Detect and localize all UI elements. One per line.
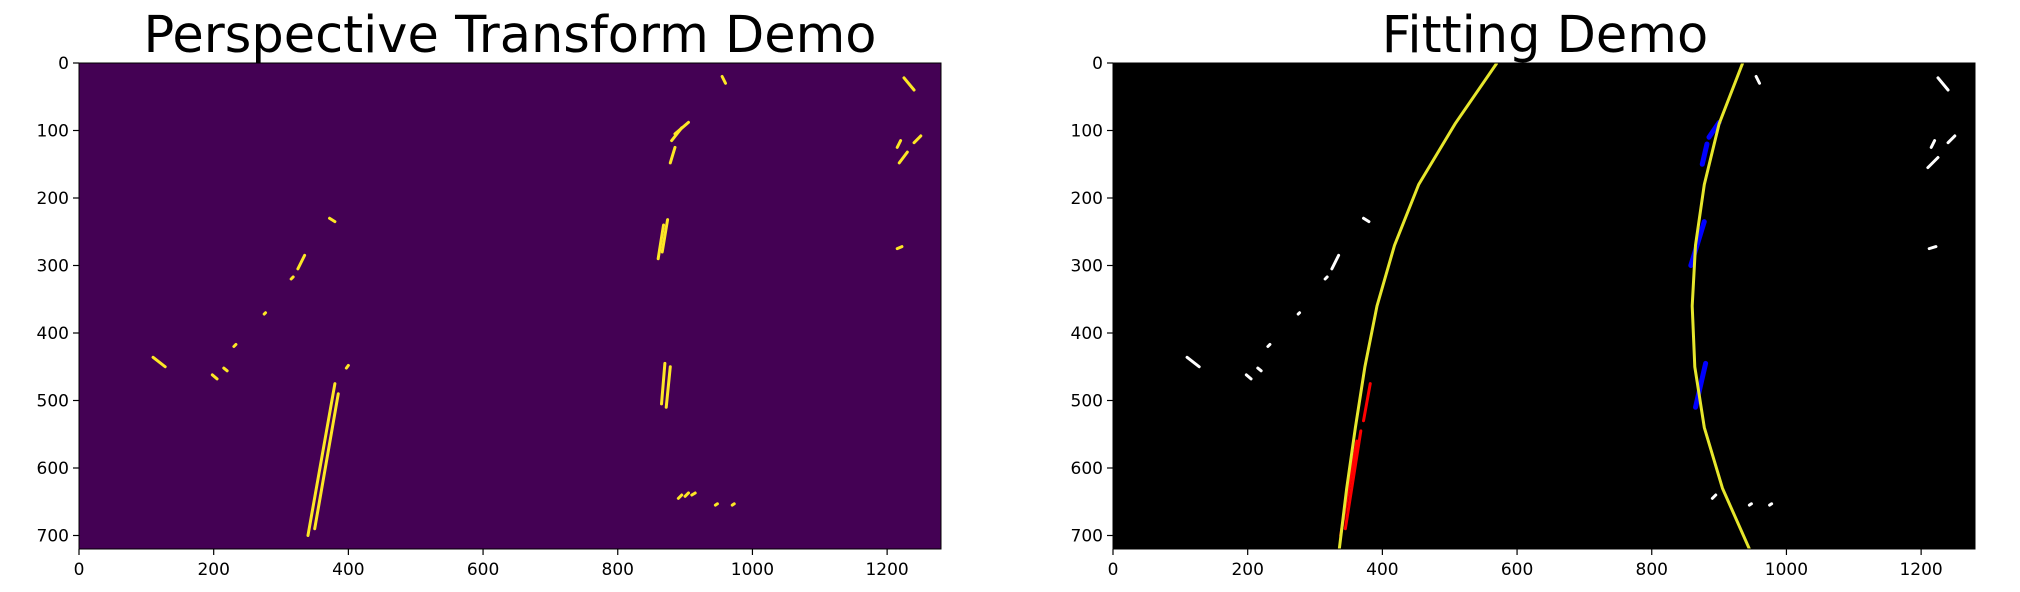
left-lane-pixel-streak <box>1343 429 1363 531</box>
white-pixel-streak <box>1747 502 1753 507</box>
y-tick-label: 500 <box>1071 392 1103 412</box>
lane-pixel-streak <box>895 245 904 251</box>
x-tick-label: 1000 <box>1765 560 1808 580</box>
x-tick-label: 800 <box>1636 560 1668 580</box>
y-tick-label: 600 <box>1071 459 1103 479</box>
lane-pixel-streak <box>670 126 684 143</box>
fitting-panel: Fitting Demo 0 200 400 600 800 1000 1200 0 100 20… <box>1071 6 1976 580</box>
y-tick-label: 0 <box>58 54 69 74</box>
x-tick-label: 0 <box>74 560 85 580</box>
left-chart-title: Perspective Transform Demo <box>143 6 876 65</box>
white-pixel-streak <box>1946 134 1957 145</box>
lane-pixel-streak <box>690 491 697 497</box>
x-tick-label: 800 <box>602 560 634 580</box>
x-tick-label: 600 <box>467 560 499 580</box>
right-lane-pixel-streak <box>1699 141 1710 167</box>
plot-frame <box>1112 62 1976 550</box>
white-pixel-streak <box>1296 311 1302 316</box>
x-tick-label: 1000 <box>731 560 774 580</box>
y-tick-label: 700 <box>37 527 69 547</box>
lane-pixel-streak <box>912 134 923 145</box>
lane-pixel-streak <box>306 382 337 537</box>
x-tick-label: 600 <box>1501 560 1533 580</box>
white-pixel-streak <box>1927 245 1938 251</box>
lane-pixel-streak <box>664 365 672 409</box>
white-pixel-streak <box>1185 355 1201 369</box>
y-tick-label: 400 <box>1071 324 1103 344</box>
y-tick-label: 300 <box>1071 257 1103 277</box>
lane-pixel-streak <box>720 75 727 85</box>
x-tick-label: 200 <box>1231 560 1263 580</box>
white-pixel-streak <box>1362 216 1371 224</box>
y-tick-label: 500 <box>37 392 69 412</box>
white-pixel-streak <box>1929 139 1937 149</box>
lane-pixel-streak <box>289 275 295 281</box>
y-tick-label: 100 <box>1071 122 1103 142</box>
lane-pixel-streak <box>902 76 916 92</box>
white-pixel-streak <box>1256 366 1263 373</box>
y-tick-label: 100 <box>37 122 69 142</box>
white-pixel-streak <box>1936 76 1950 92</box>
white-pixel-streak <box>1754 75 1761 85</box>
lane-pixel-streak <box>683 491 690 498</box>
white-pixel-streak <box>1330 253 1341 271</box>
right-lane-pixel-streak <box>1693 360 1709 410</box>
lane-pixel-streak <box>730 502 736 507</box>
lane-pixel-streak <box>262 311 268 316</box>
left-marks <box>151 75 923 537</box>
x-tick-label: 1200 <box>865 560 908 580</box>
lane-pixel-streak <box>296 253 307 271</box>
right-fit-line <box>1690 63 1751 549</box>
y-tick-label: 0 <box>1092 54 1103 74</box>
white-pixel-streak <box>1768 502 1774 507</box>
left-axis-ticks: 0 200 400 600 800 1000 1200 0 100 200 300 400 500 600… <box>37 54 942 580</box>
lane-pixel-streak <box>313 392 340 531</box>
right-plot-area <box>1113 63 1975 549</box>
x-tick-label: 1200 <box>1899 560 1942 580</box>
left-plot-area <box>79 63 941 549</box>
right-lane-pixel-streak <box>1688 219 1707 268</box>
right-chart-title: Fitting Demo <box>1382 6 1708 65</box>
white-pixel-streak <box>1710 493 1718 500</box>
lane-pixel-streak <box>897 150 909 165</box>
y-tick-label: 200 <box>1071 189 1103 209</box>
white-pixel-streak <box>1244 373 1253 381</box>
left-fit-line <box>1337 63 1499 549</box>
lane-pixel-streak <box>895 139 903 149</box>
lane-pixel-streak <box>668 145 677 165</box>
lane-pixel-streak <box>210 373 219 381</box>
lane-pixel-streak <box>660 218 670 254</box>
right-marks <box>1185 63 1957 549</box>
white-pixel-streak <box>1926 156 1940 170</box>
lane-pixel-streak <box>656 223 666 261</box>
y-tick-label: 700 <box>1071 527 1103 547</box>
lane-pixel-streak <box>232 342 238 348</box>
x-tick-label: 0 <box>1108 560 1119 580</box>
plot-frame <box>78 62 942 550</box>
y-tick-label: 600 <box>37 459 69 479</box>
left-lane-pixel-streak <box>1362 382 1372 423</box>
white-pixel-streak <box>1323 275 1329 281</box>
y-tick-label: 300 <box>37 257 69 277</box>
perspective-transform-panel: Perspective Transform Demo 0 200 400 600 800… <box>37 6 942 580</box>
lane-pixel-streak <box>328 216 337 224</box>
lane-pixel-streak <box>713 502 719 507</box>
lane-pixel-streak <box>151 355 167 369</box>
x-tick-label: 400 <box>1366 560 1398 580</box>
x-tick-label: 400 <box>332 560 364 580</box>
x-tick-label: 200 <box>197 560 229 580</box>
y-tick-label: 200 <box>37 189 69 209</box>
lane-pixel-streak <box>222 366 229 373</box>
lane-pixel-streak <box>676 493 684 500</box>
lane-pixel-streak <box>660 361 667 406</box>
right-axis-ticks: 0 200 400 600 800 1000 1200 0 100 200 300 400 500 600… <box>1071 54 1976 580</box>
y-tick-label: 400 <box>37 324 69 344</box>
white-pixel-streak <box>1266 342 1272 348</box>
lane-pixel-streak <box>344 363 350 370</box>
